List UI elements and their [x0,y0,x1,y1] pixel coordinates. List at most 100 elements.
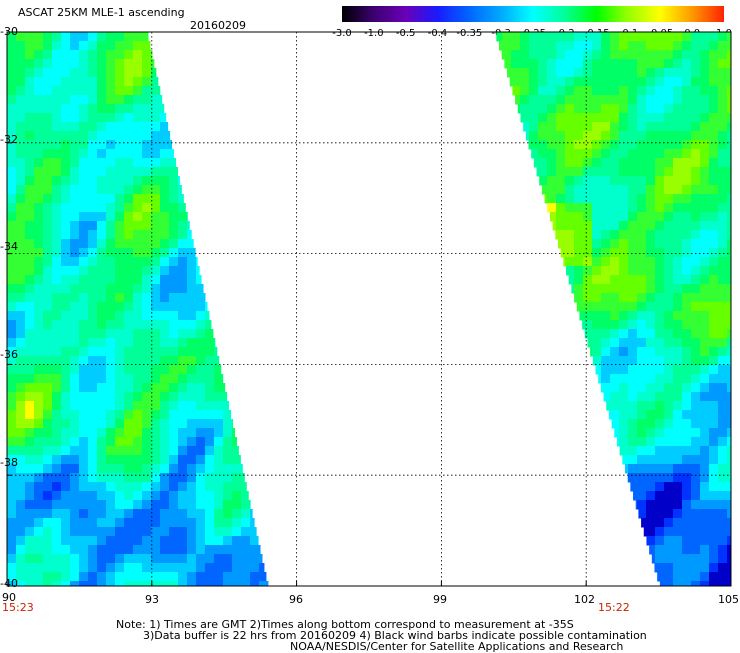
wind-cell [151,284,161,294]
wind-cell [79,230,89,240]
wind-cell [115,428,125,438]
wind-cell [574,293,584,303]
wind-cell [718,320,728,330]
wind-cell [25,77,35,87]
wind-cell [529,140,539,150]
wind-cell [592,68,602,78]
wind-cell [79,311,89,321]
wind-cell [124,140,134,150]
wind-cell [88,185,98,195]
wind-cell [646,167,656,177]
wind-cell [115,446,125,456]
wind-cell [646,302,656,312]
wind-cell [592,329,602,339]
wind-cell [25,32,35,42]
wind-cell [115,77,125,87]
wind-cell [718,392,728,402]
wind-cell [178,563,188,573]
wind-cell [61,194,71,204]
wind-cell [583,203,593,213]
wind-cell [214,581,224,587]
wind-cell [25,185,35,195]
wind-cell [196,356,206,366]
wind-cell [718,41,728,51]
wind-cell [106,482,116,492]
wind-cell [646,95,656,105]
wind-cell [52,275,62,285]
wind-cell [88,95,98,105]
wind-cell [628,185,638,195]
wind-cell [151,581,161,587]
wind-cell [97,266,107,276]
wind-cell [196,446,206,456]
wind-cell [115,473,125,483]
wind-cell [700,41,710,51]
wind-cell [43,203,53,213]
wind-cell [70,419,80,429]
wind-cell [673,347,683,357]
wind-cell [241,527,251,537]
wind-cell [43,509,53,519]
wind-cell [547,122,557,132]
wind-cell [79,248,89,258]
wind-cell [700,266,710,276]
wind-cell [709,491,719,501]
colorbar-label: -0.35 [456,28,482,39]
wind-cell [565,122,575,132]
wind-cell [151,230,161,240]
wind-cell [16,167,26,177]
wind-cell [70,68,80,78]
wind-cell [565,131,575,141]
wind-cell [124,50,134,60]
wind-cell [61,257,71,267]
wind-cell [52,500,62,510]
wind-cell [637,428,647,438]
wind-cell [34,428,44,438]
wind-cell [691,131,701,141]
wind-cell [601,167,611,177]
wind-cell [673,185,683,195]
wind-cell [169,446,179,456]
wind-cell [97,437,107,447]
wind-cell [664,419,674,429]
wind-cell [574,176,584,186]
wind-cell [637,500,647,510]
wind-cell [187,509,197,519]
wind-cell [250,527,257,537]
wind-cell [664,347,674,357]
wind-cell [124,266,134,276]
wind-cell [70,266,80,276]
wind-cell [142,437,152,447]
wind-cell [16,365,26,375]
wind-cell [61,95,71,105]
wind-cell [196,338,206,348]
wind-cell [727,257,732,267]
wind-cell [169,284,179,294]
wind-cell [538,50,548,60]
wind-cell [88,347,98,357]
wind-cell [34,257,44,267]
wind-cell [160,293,170,303]
wind-cell [637,401,647,411]
wind-cell [556,176,566,186]
wind-cell [727,347,732,357]
wind-cell [682,581,692,587]
wind-cell [637,77,647,87]
wind-cell [70,473,80,483]
wind-cell [70,149,80,159]
wind-cell [106,446,116,456]
wind-cell [70,563,80,573]
wind-cell [646,248,656,258]
wind-cell [664,329,674,339]
wind-cell [97,185,107,195]
wind-cell [673,437,683,447]
x-tick-label: 96 [289,593,303,606]
wind-cell [646,284,656,294]
wind-cell [628,77,638,87]
wind-cell [142,302,152,312]
wind-cell [250,500,251,510]
wind-cell [196,329,206,339]
wind-cell [106,392,116,402]
wind-cell [520,68,530,78]
wind-cell [691,320,701,330]
